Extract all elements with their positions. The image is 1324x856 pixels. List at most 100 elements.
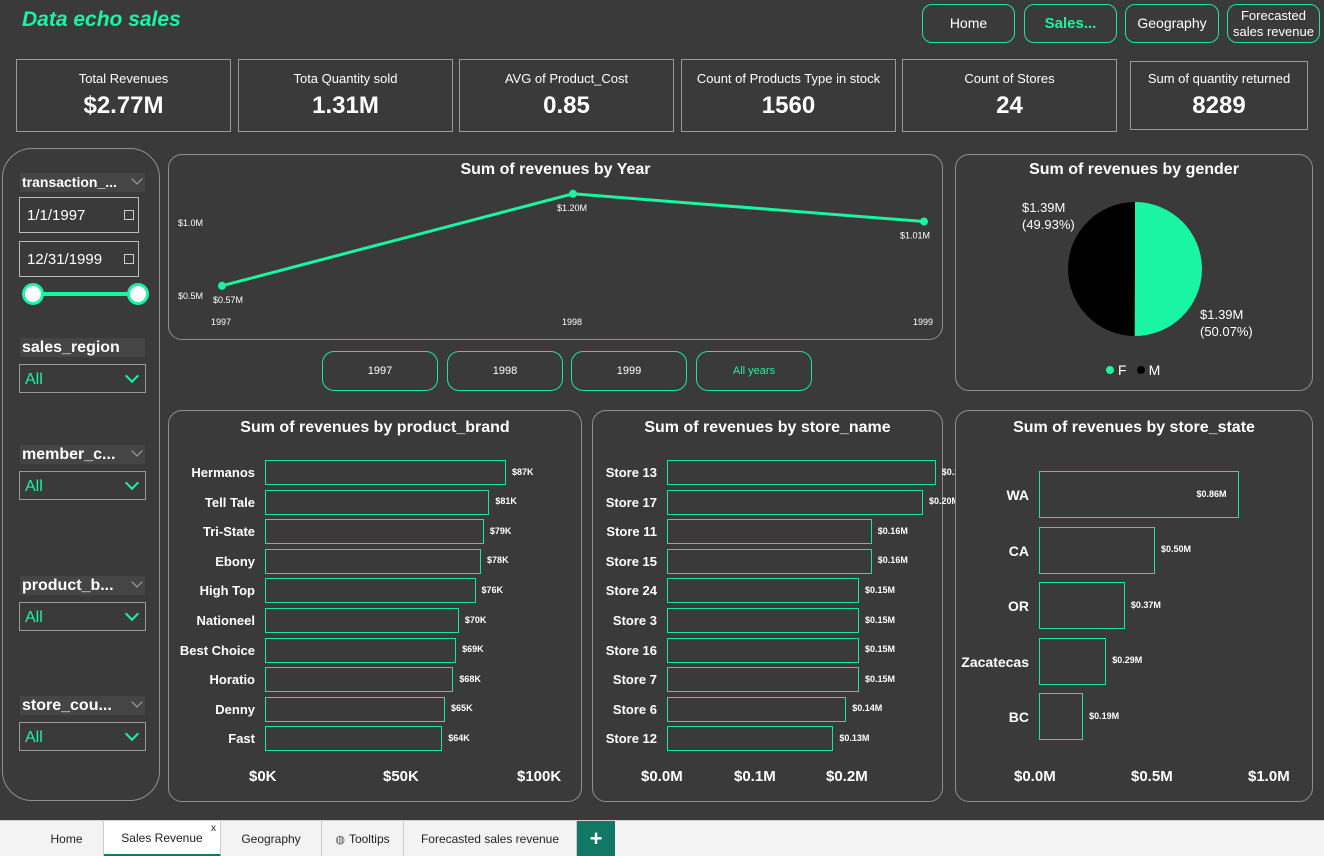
bar[interactable]	[667, 460, 936, 485]
bar[interactable]	[667, 637, 859, 663]
bar[interactable]	[667, 489, 923, 515]
calendar-icon[interactable]	[124, 210, 134, 220]
bar-category-label: Hermanos	[191, 465, 255, 480]
bar[interactable]	[265, 519, 484, 545]
bar-value-label: $70K	[464, 614, 487, 625]
bar[interactable]	[1039, 693, 1084, 740]
bar-value-label: $79K	[489, 525, 512, 536]
bar[interactable]	[667, 667, 859, 693]
chevron-down-icon	[124, 726, 140, 742]
bar-category-label: BC	[1008, 709, 1029, 725]
bar-category-label: Nationeel	[196, 613, 255, 628]
bar[interactable]	[265, 489, 490, 515]
filter-store-country-header[interactable]: store_cou...	[20, 696, 145, 715]
filter-member-card-header[interactable]: member_c...	[20, 445, 145, 464]
nav-geography-button[interactable]: Geography	[1125, 4, 1219, 43]
nav-forecast-button[interactable]: Forecasted sales revenue	[1227, 4, 1320, 43]
bar-category-label: Store 11	[606, 524, 657, 540]
chevron-down-icon	[131, 445, 143, 457]
bar-value-label: $69K	[462, 644, 484, 655]
filter-transaction-header[interactable]: transaction_...	[20, 173, 145, 192]
start-date-input[interactable]: 1/1/1997	[19, 197, 139, 233]
x-tick-label: 1997	[211, 317, 231, 327]
bar[interactable]	[1039, 637, 1107, 685]
product-brand-dropdown[interactable]: All	[19, 602, 146, 631]
bar[interactable]	[265, 460, 506, 485]
bar[interactable]	[667, 578, 859, 604]
year-chart-panel: Sum of revenues by Year $1.0M $0.5M $0.57M…	[168, 154, 943, 340]
bar-category-label: Horatio	[209, 672, 256, 688]
bar-category-label: Store 17	[605, 494, 657, 510]
x-tick-label: $0.0M	[641, 768, 683, 785]
bar[interactable]	[265, 548, 482, 574]
bar[interactable]	[667, 519, 872, 545]
pie-slice-m	[1067, 202, 1135, 336]
year-1999-button[interactable]: 1999	[571, 351, 687, 391]
filter-product-brand-header[interactable]: product_b...	[20, 576, 145, 595]
bar[interactable]	[667, 726, 834, 752]
legend-m-label: M	[1148, 362, 1161, 378]
bar[interactable]	[265, 696, 446, 722]
bar[interactable]	[265, 667, 454, 693]
date-slider-start-handle[interactable]	[22, 283, 44, 305]
nav-sales-button[interactable]: Sales...	[1024, 4, 1117, 43]
bar[interactable]	[667, 696, 847, 722]
bar[interactable]	[265, 578, 476, 604]
app-title: Data echo sales	[22, 8, 181, 31]
year-all-button[interactable]: All years	[696, 351, 812, 391]
close-icon[interactable]: x	[211, 823, 216, 834]
add-page-button[interactable]: +	[577, 821, 615, 856]
sales-region-dropdown[interactable]: All	[19, 364, 146, 393]
bar-category-label: Fast	[228, 731, 255, 747]
tab-sales-revenue[interactable]: Sales Revenue x	[104, 821, 221, 856]
bar-category-label: Store 3	[612, 613, 657, 628]
pie-label-m-pct: (49.93%)	[1022, 217, 1075, 232]
bar[interactable]	[265, 726, 443, 752]
tab-tooltips-label: Tooltips	[348, 832, 390, 846]
bar[interactable]	[1039, 526, 1155, 574]
bar[interactable]	[265, 608, 459, 633]
bar[interactable]	[265, 637, 457, 663]
gender-chart-panel: Sum of revenues by gender $1.39M (49.93%…	[955, 154, 1313, 391]
year-1997-button[interactable]: 1997	[322, 351, 438, 391]
bar-value-label: $0.15M	[865, 673, 896, 684]
kpi-label: Count of Products Type in stock	[696, 71, 881, 86]
tab-tooltips[interactable]: ◍ Tooltips	[322, 821, 404, 856]
pie-label-m-value: $1.39M	[1022, 200, 1066, 215]
gender-chart-title: Sum of revenues by gender	[1029, 161, 1239, 178]
tab-geography[interactable]: Geography	[221, 821, 322, 856]
tab-forecasted-sales-revenue[interactable]: Forecasted sales revenue	[404, 821, 577, 856]
bar-category-label: Tri-State	[202, 524, 255, 540]
calendar-icon[interactable]	[124, 254, 134, 264]
bar-category-label: Store 16	[605, 642, 657, 658]
pie-label-f: $1.39M (50.07%)	[1200, 306, 1253, 340]
date-slider-end-handle[interactable]	[127, 283, 149, 305]
bar-value-label: $0.86M	[1196, 488, 1227, 499]
pie-label-f-pct: (50.07%)	[1200, 324, 1253, 339]
kpi-total-revenues: Total Revenues $2.77M	[16, 59, 231, 132]
bar-category-label: WA	[1006, 487, 1029, 503]
bar-value-label: $0.15M	[865, 614, 896, 625]
end-date-input[interactable]: 12/31/1999	[19, 241, 139, 277]
tab-home[interactable]: Home	[30, 821, 104, 856]
bar[interactable]	[667, 548, 872, 574]
dropdown-value: All	[25, 478, 43, 495]
state-chart-panel: Sum of revenues by store_state WA $0.86M C…	[955, 410, 1313, 802]
x-tick-label: $0.1M	[734, 768, 776, 785]
store-country-dropdown[interactable]: All	[19, 722, 146, 751]
bar[interactable]	[1039, 582, 1125, 629]
kpi-value: 8289	[1192, 92, 1246, 119]
bar-category-label: High Top	[199, 583, 255, 599]
eye-hidden-icon: ◍	[335, 833, 345, 846]
nav-home-button[interactable]: Home	[922, 4, 1015, 43]
filter-label: store_cou...	[22, 697, 112, 714]
date-range-slider-track[interactable]	[32, 292, 138, 296]
bar-value-label: $81K	[495, 496, 517, 507]
bar[interactable]	[1039, 471, 1239, 518]
bar[interactable]	[667, 608, 859, 633]
member-card-dropdown[interactable]: All	[19, 471, 146, 500]
pie-slice-f	[1134, 202, 1202, 336]
year-1998-button[interactable]: 1998	[447, 351, 563, 391]
bar-value-label: $0.50M	[1161, 544, 1192, 554]
store-chart-title: Sum of revenues by store_name	[644, 419, 891, 436]
